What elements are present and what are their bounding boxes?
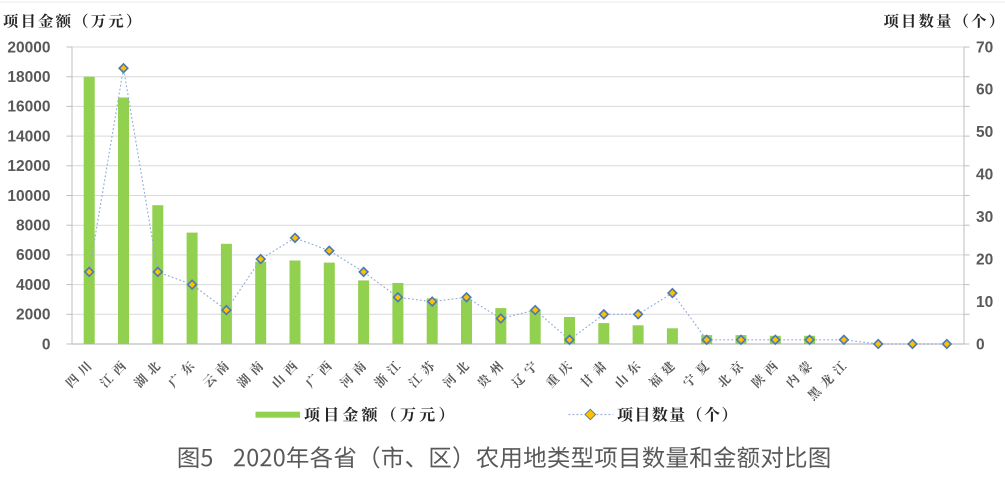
svg-text:70: 70 xyxy=(976,39,993,56)
svg-text:8000: 8000 xyxy=(16,218,50,235)
svg-text:40: 40 xyxy=(976,167,993,184)
svg-text:60: 60 xyxy=(976,82,993,99)
svg-text:2000: 2000 xyxy=(16,307,50,324)
svg-text:10000: 10000 xyxy=(7,188,50,205)
svg-text:18000: 18000 xyxy=(7,69,50,86)
svg-text:6000: 6000 xyxy=(16,247,50,264)
svg-text:12000: 12000 xyxy=(7,158,50,175)
svg-text:30: 30 xyxy=(976,209,993,226)
svg-text:0: 0 xyxy=(42,336,51,353)
svg-text:0: 0 xyxy=(976,336,985,353)
svg-text:50: 50 xyxy=(976,124,993,141)
svg-text:10: 10 xyxy=(976,294,993,311)
svg-text:14000: 14000 xyxy=(7,128,50,145)
svg-text:20: 20 xyxy=(976,251,993,268)
svg-text:4000: 4000 xyxy=(16,277,50,294)
svg-text:20000: 20000 xyxy=(7,39,50,56)
svg-text:16000: 16000 xyxy=(7,99,50,116)
